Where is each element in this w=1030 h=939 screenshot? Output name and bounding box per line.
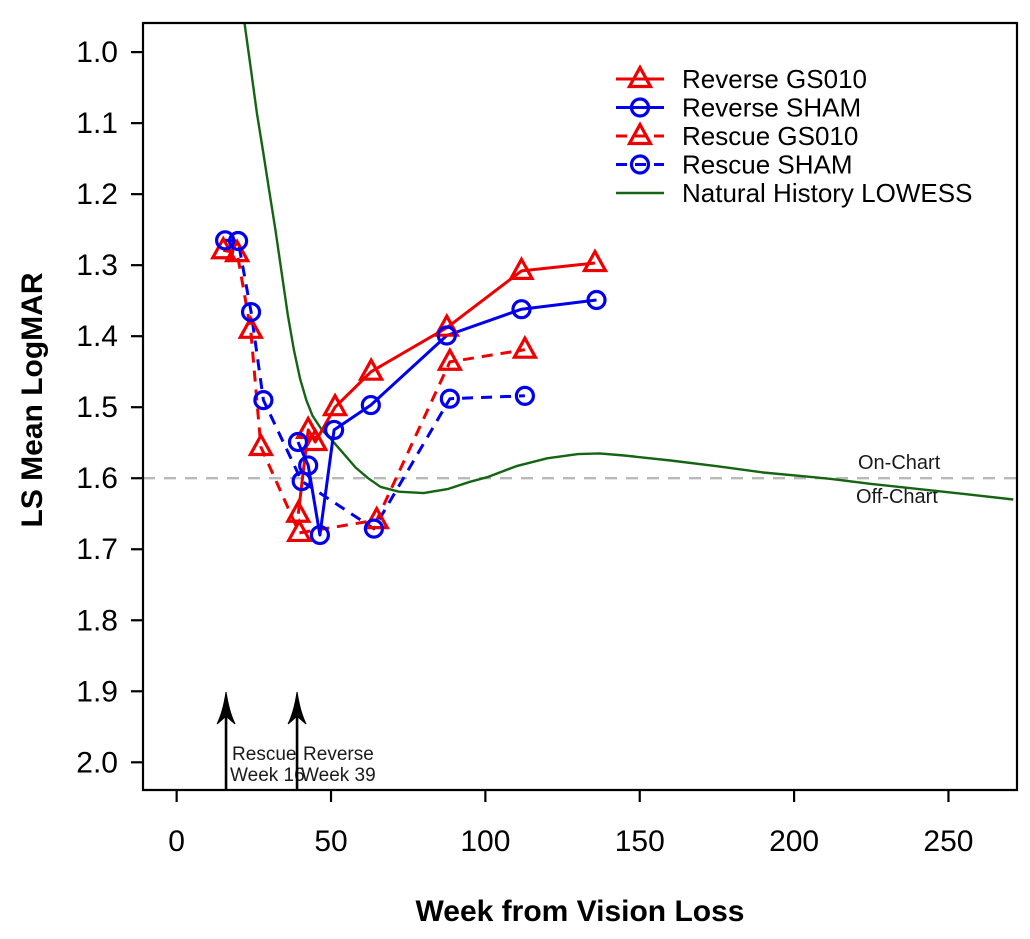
legend-label-rescue-sham: Rescue SHAM (682, 150, 853, 180)
y-tick-label-1.6: 1.6 (76, 462, 118, 495)
data-point-rescue-gs010 (223, 238, 251, 263)
data-point-rescue-sham (363, 518, 385, 539)
y-tick-label-2.0: 2.0 (76, 746, 118, 779)
on-chart-label: On-Chart (858, 452, 941, 474)
data-point-reverse-gs010 (357, 356, 385, 381)
legend-marker-rescue-sham (629, 154, 651, 175)
data-point-reverse-gs010 (321, 392, 349, 417)
legend-label-natural-history-lowess: Natural History LOWESS (682, 178, 972, 208)
data-point-rescue-sham (439, 388, 460, 409)
arrow-label-1-line1: Rescue (232, 744, 296, 765)
data-point-reverse-sham (436, 325, 457, 346)
plot-border-box (141, 21, 1019, 792)
off-chart-label: Off-Chart (856, 486, 938, 508)
legend-label-rescue-gs010: Rescue GS010 (682, 121, 858, 151)
y-tick-label-1.4: 1.4 (76, 320, 118, 353)
data-point-reverse-sham (298, 455, 319, 476)
series-line-natural-history-lowess (243, 23, 1014, 501)
data-point-reverse-gs010 (433, 312, 460, 337)
legend-label-reverse-gs010: Reverse GS010 (682, 64, 867, 94)
data-point-reverse-sham (287, 431, 309, 453)
y-tick-label-1.9: 1.9 (76, 675, 118, 708)
data-point-reverse-gs010 (508, 256, 535, 280)
data-point-reverse-gs010 (294, 415, 322, 440)
x-tick-label-150: 150 (615, 825, 665, 858)
data-point-rescue-sham (514, 385, 535, 406)
data-point-rescue-gs010 (363, 505, 390, 530)
data-point-rescue-gs010 (436, 346, 464, 371)
x-tick-label-100: 100 (460, 825, 510, 858)
y-tick-label-1.8: 1.8 (76, 604, 118, 637)
data-point-reverse-sham (586, 289, 607, 311)
legend-marker-reverse-sham (629, 97, 651, 118)
data-point-rescue-sham (240, 301, 262, 323)
x-axis-title: Week from Vision Loss (416, 895, 745, 928)
data-point-reverse-gs010 (302, 427, 329, 452)
data-point-reverse-sham (511, 299, 532, 320)
data-point-reverse-sham (360, 394, 381, 416)
series-line-reverse-gs010 (296, 261, 596, 514)
data-point-rescue-gs010 (511, 334, 539, 359)
data-point-reverse-sham (324, 419, 345, 441)
y-tick-label-1.0: 1.0 (76, 36, 118, 69)
arrow-label-1-line2: Week 16 (230, 765, 305, 786)
legend-marker-rescue-gs010 (626, 121, 654, 146)
x-tick-label-250: 250 (923, 825, 973, 858)
y-axis-title: LS Mean LogMAR (16, 272, 49, 527)
y-tick-label-1.2: 1.2 (76, 178, 118, 211)
data-point-rescue-sham (215, 230, 236, 251)
y-tick-label-1.5: 1.5 (76, 391, 118, 424)
arrow-label-2-line2: Week 39 (301, 765, 376, 786)
data-point-rescue-sham (253, 390, 274, 411)
y-tick-label-1.1: 1.1 (76, 107, 118, 140)
x-tick-label-200: 200 (769, 825, 819, 858)
y-tick-label-1.3: 1.3 (76, 249, 118, 282)
series-line-rescue-sham (225, 238, 525, 531)
legend-label-reverse-sham: Reverse SHAM (682, 93, 861, 123)
data-point-rescue-sham (227, 230, 249, 252)
arrow-label-2-line1: Reverse (303, 744, 374, 765)
data-point-reverse-sham (309, 524, 330, 546)
data-point-rescue-gs010 (286, 518, 313, 543)
data-point-rescue-gs010 (247, 432, 275, 457)
x-tick-label-0: 0 (168, 825, 185, 858)
treatment-arrowhead-1 (216, 691, 236, 725)
data-point-reverse-gs010 (581, 248, 609, 273)
data-point-reverse-gs010 (285, 498, 312, 523)
treatment-arrowhead-2 (287, 691, 307, 725)
legend-marker-reverse-gs010 (626, 64, 654, 89)
series-line-rescue-gs010 (223, 248, 526, 535)
data-point-rescue-gs010 (237, 314, 264, 339)
x-tick-label-50: 50 (314, 825, 347, 858)
y-tick-label-1.7: 1.7 (76, 533, 118, 566)
